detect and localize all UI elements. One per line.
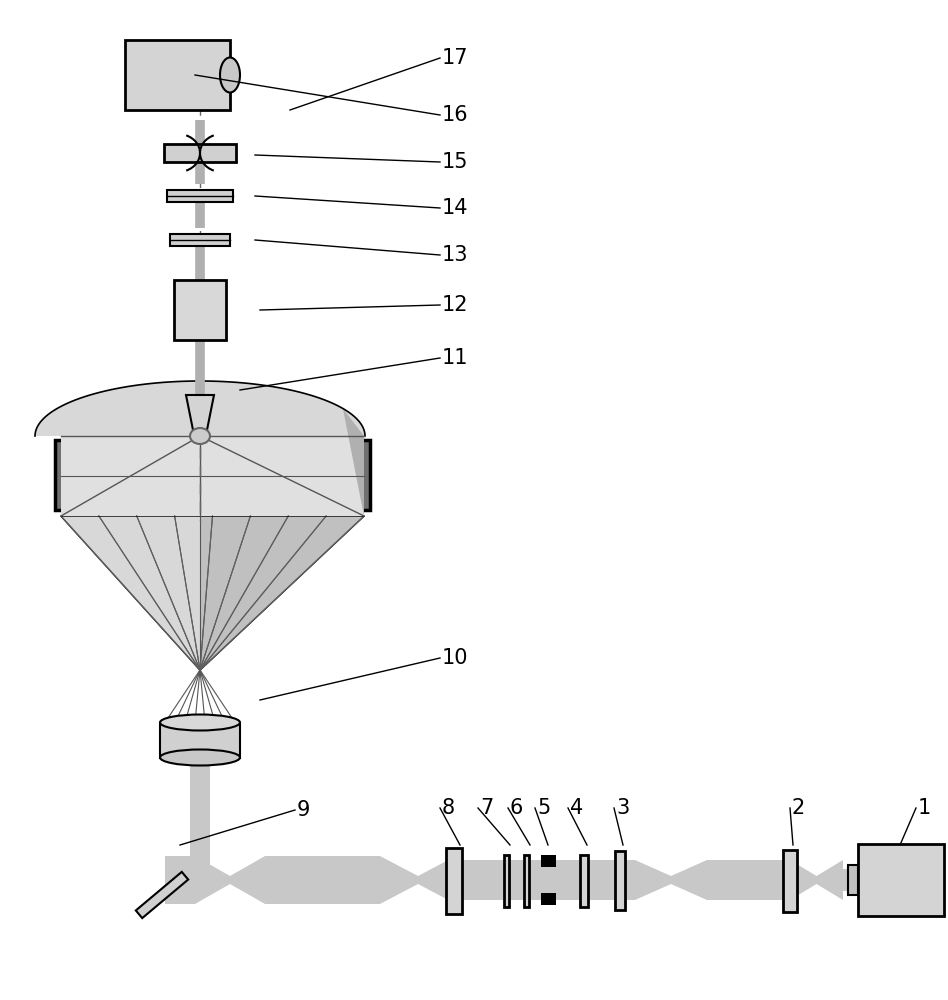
Polygon shape [61,434,364,516]
Polygon shape [136,872,189,918]
Polygon shape [580,855,588,907]
Polygon shape [707,860,790,900]
Polygon shape [848,865,858,895]
Ellipse shape [220,57,240,93]
Polygon shape [186,395,214,430]
Polygon shape [195,856,265,904]
Polygon shape [193,430,207,440]
Text: 5: 5 [537,798,550,818]
Polygon shape [446,848,462,914]
Text: 3: 3 [616,798,629,818]
Polygon shape [456,860,490,900]
Polygon shape [635,860,707,900]
Polygon shape [170,234,230,246]
Polygon shape [490,860,530,900]
Polygon shape [164,144,236,162]
Ellipse shape [190,428,210,444]
Text: 13: 13 [442,245,468,265]
Text: 4: 4 [570,798,583,818]
Text: 8: 8 [442,798,455,818]
Text: 6: 6 [510,798,523,818]
Polygon shape [560,860,600,900]
Polygon shape [600,860,635,900]
Polygon shape [61,516,200,670]
Text: 17: 17 [442,48,468,68]
Ellipse shape [160,714,240,730]
Polygon shape [200,516,364,670]
Text: 2: 2 [792,798,805,818]
Text: 9: 9 [297,800,310,820]
Polygon shape [343,408,364,516]
Polygon shape [790,860,843,900]
Text: 12: 12 [442,295,468,315]
Polygon shape [190,762,210,885]
Polygon shape [380,856,456,904]
Text: 11: 11 [442,348,468,368]
Polygon shape [174,280,226,340]
Polygon shape [504,855,509,907]
Polygon shape [125,40,230,110]
Text: 1: 1 [918,798,931,818]
Polygon shape [165,856,195,904]
Polygon shape [541,855,556,867]
Polygon shape [843,869,896,891]
Text: 7: 7 [480,798,493,818]
Polygon shape [615,851,625,910]
Text: 10: 10 [442,648,468,668]
Polygon shape [61,516,364,670]
Polygon shape [55,440,370,510]
Polygon shape [167,190,233,202]
Polygon shape [35,381,365,436]
Polygon shape [160,722,240,758]
Polygon shape [524,855,530,907]
Polygon shape [858,844,944,916]
Polygon shape [530,860,560,900]
Text: 15: 15 [442,152,468,172]
Text: 14: 14 [442,198,468,218]
Polygon shape [190,755,210,885]
Polygon shape [541,893,556,905]
Text: 16: 16 [442,105,468,125]
Polygon shape [265,856,380,904]
Polygon shape [783,850,797,912]
Ellipse shape [160,750,240,766]
